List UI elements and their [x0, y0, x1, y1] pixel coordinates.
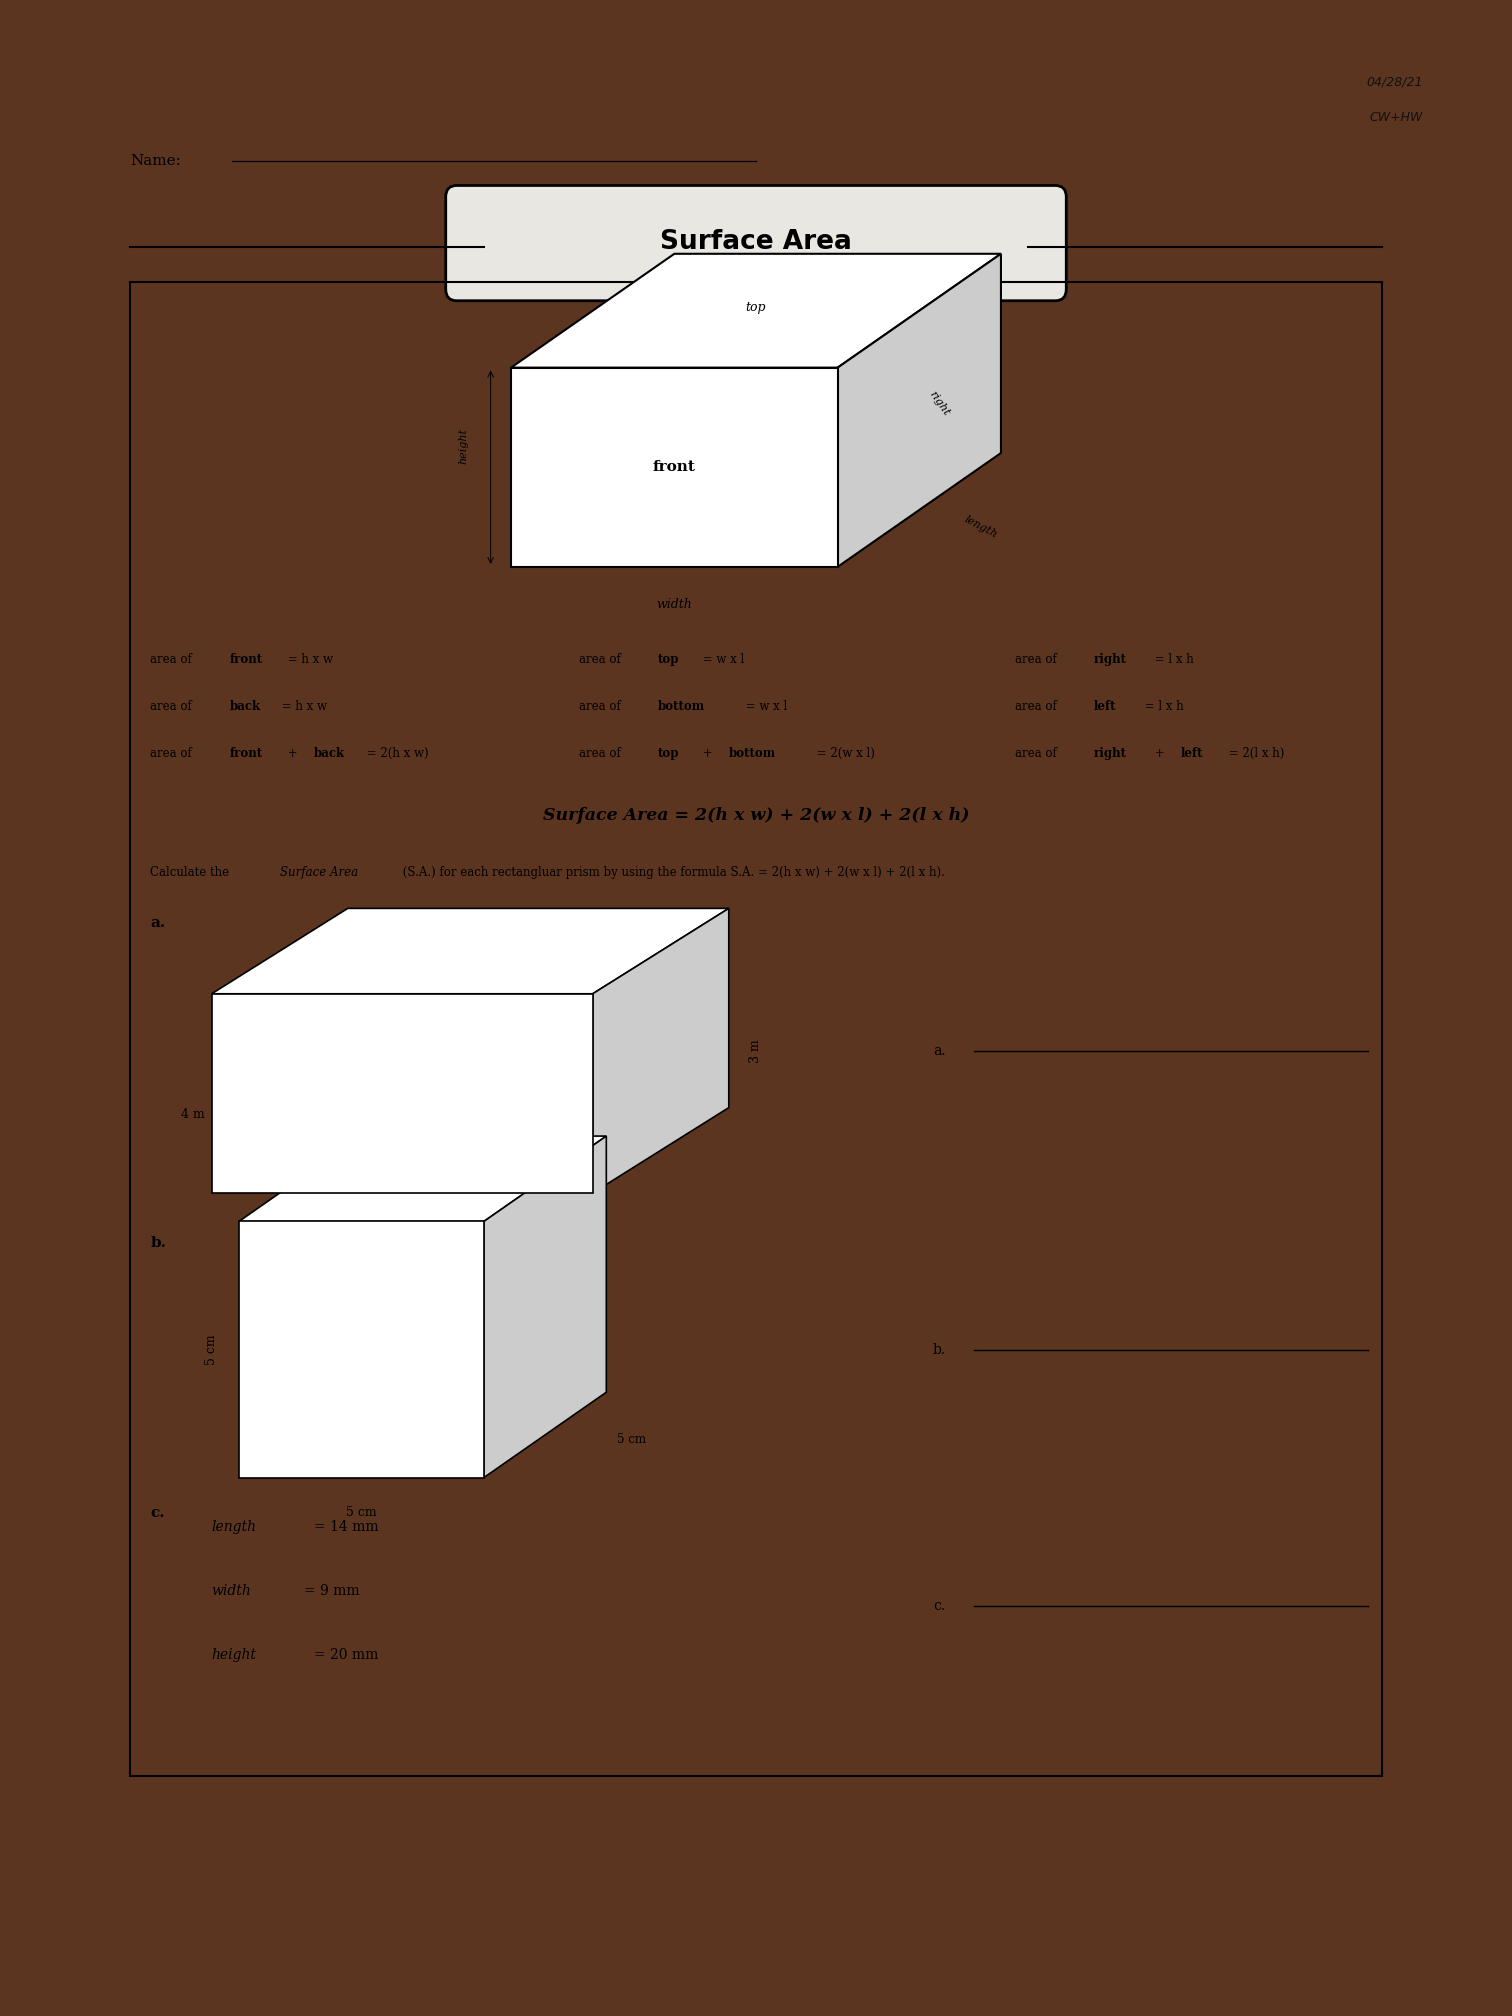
Text: 3 m: 3 m	[750, 1038, 762, 1062]
Text: area of: area of	[151, 653, 197, 665]
Text: 6 m: 6 m	[390, 1222, 414, 1234]
Text: Calculate the: Calculate the	[151, 867, 233, 879]
Text: 5 cm: 5 cm	[206, 1335, 219, 1365]
Text: CW+HW: CW+HW	[1370, 111, 1423, 125]
Text: area of: area of	[579, 700, 624, 714]
Text: c.: c.	[933, 1599, 945, 1613]
Text: = 2(w x l): = 2(w x l)	[813, 746, 875, 760]
Text: Surface Area: Surface Area	[661, 230, 851, 256]
Text: right: right	[1093, 653, 1126, 665]
Text: front: front	[653, 460, 696, 474]
Text: length: length	[962, 514, 999, 540]
Text: area of: area of	[579, 653, 624, 665]
Text: area of: area of	[1015, 653, 1060, 665]
Text: = 14 mm: = 14 mm	[314, 1520, 378, 1534]
Text: area of: area of	[1015, 746, 1060, 760]
Text: Surface Area: Surface Area	[280, 867, 358, 879]
Text: area of: area of	[151, 700, 197, 714]
Text: front: front	[230, 653, 263, 665]
Text: 5 cm: 5 cm	[617, 1433, 646, 1445]
Text: c.: c.	[151, 1506, 165, 1520]
Text: = h x w: = h x w	[278, 700, 328, 714]
Bar	[239, 1222, 484, 1478]
Text: b.: b.	[933, 1343, 947, 1357]
Text: top: top	[745, 300, 767, 314]
Text: = w x l: = w x l	[742, 700, 788, 714]
Text: back: back	[230, 700, 260, 714]
Text: left: left	[1181, 746, 1204, 760]
Polygon shape	[212, 909, 729, 994]
FancyBboxPatch shape	[446, 185, 1066, 300]
Polygon shape	[511, 254, 1001, 367]
Text: bottom: bottom	[658, 700, 705, 714]
Text: = l x h: = l x h	[1151, 653, 1193, 665]
Text: back: back	[314, 746, 345, 760]
Text: top: top	[658, 653, 679, 665]
Text: = w x l: = w x l	[699, 653, 744, 665]
Text: = l x h: = l x h	[1142, 700, 1184, 714]
Text: Name:: Name:	[130, 155, 181, 167]
Text: +: +	[699, 746, 717, 760]
Text: front: front	[230, 746, 263, 760]
Text: width: width	[212, 1585, 251, 1599]
Polygon shape	[593, 909, 729, 1193]
Text: 4 m: 4 m	[181, 1109, 206, 1121]
Bar	[212, 994, 593, 1193]
Text: 04/28/21: 04/28/21	[1367, 77, 1423, 89]
Text: = 9 mm: = 9 mm	[304, 1585, 360, 1599]
Text: = 20 mm: = 20 mm	[314, 1649, 378, 1663]
Text: height: height	[212, 1649, 257, 1663]
Polygon shape	[484, 1137, 606, 1478]
Text: a.: a.	[933, 1044, 945, 1058]
Text: a.: a.	[151, 915, 166, 929]
Text: b.: b.	[151, 1236, 166, 1250]
Text: = h x w: = h x w	[284, 653, 333, 665]
Text: right: right	[1093, 746, 1126, 760]
Text: = 2(h x w): = 2(h x w)	[363, 746, 428, 760]
Text: = 2(l x h): = 2(l x h)	[1225, 746, 1285, 760]
Polygon shape	[838, 254, 1001, 566]
Bar	[511, 367, 838, 566]
Text: +: +	[1151, 746, 1167, 760]
Text: right: right	[928, 389, 951, 417]
Text: (S.A.) for each rectangluar prism by using the formula S.A. = 2(h x w) + 2(w x l: (S.A.) for each rectangluar prism by usi…	[399, 867, 945, 879]
Text: left: left	[1093, 700, 1116, 714]
Bar	[130, 282, 1382, 1776]
Text: height: height	[458, 427, 469, 464]
Text: 5 cm: 5 cm	[346, 1506, 376, 1520]
Text: length: length	[212, 1520, 257, 1534]
Text: bottom: bottom	[729, 746, 776, 760]
Text: area of: area of	[579, 746, 624, 760]
Text: width: width	[656, 599, 692, 611]
Text: top: top	[658, 746, 679, 760]
Text: area of: area of	[1015, 700, 1060, 714]
Text: +: +	[284, 746, 301, 760]
Polygon shape	[239, 1137, 606, 1222]
Text: area of: area of	[151, 746, 197, 760]
Text: Surface Area = 2(h x w) + 2(w x l) + 2(l x h): Surface Area = 2(h x w) + 2(w x l) + 2(l…	[543, 806, 969, 825]
